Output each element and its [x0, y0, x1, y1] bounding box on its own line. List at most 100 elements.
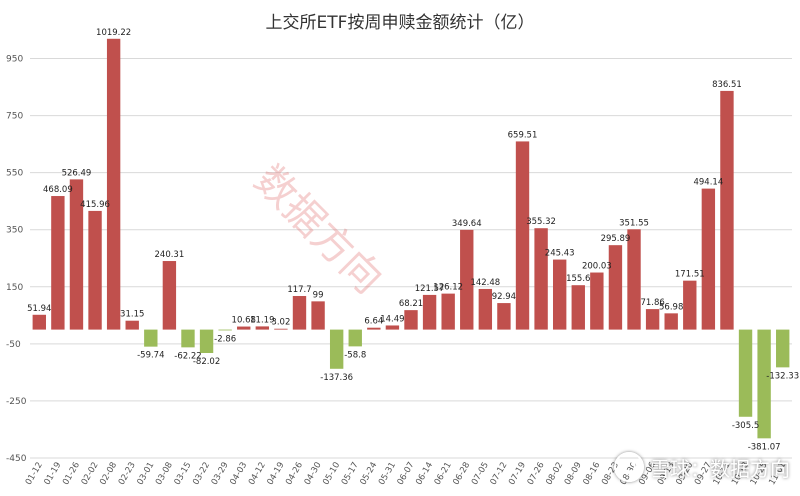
- bar: [404, 310, 418, 330]
- bar: [106, 38, 121, 330]
- bar: [311, 301, 325, 330]
- data-label: 1019.22: [96, 28, 131, 38]
- bar: [237, 326, 251, 330]
- bar: [683, 280, 697, 330]
- x-tick-label: 07-12: [489, 461, 510, 487]
- y-axis-ticks: 950 750 550 350 150 -50 -250 -450: [6, 55, 27, 464]
- data-label: 245.43: [545, 249, 575, 259]
- x-tick-label: 06-07: [396, 461, 417, 487]
- x-tick-label: 04-03: [228, 461, 249, 487]
- x-tick-label: 01-19: [42, 461, 63, 487]
- data-label: 351.55: [619, 218, 649, 228]
- bar: [199, 329, 214, 354]
- data-label: 11.19: [250, 315, 274, 325]
- bar: [125, 320, 139, 330]
- x-tick-label: 05-10: [321, 461, 342, 487]
- data-label: 71.86: [640, 298, 664, 308]
- footer-watermark: 雪球：数据方向: [614, 452, 790, 482]
- bar: [255, 326, 270, 330]
- data-label: 155.6: [566, 274, 590, 284]
- bar: [422, 294, 437, 330]
- gridlines: [30, 58, 792, 459]
- bar: [144, 329, 158, 347]
- data-label: 126.12: [433, 283, 463, 293]
- chart-title: 上交所ETF按周申赎金额统计（亿）: [265, 13, 535, 33]
- x-tick-label: 03-22: [191, 461, 212, 487]
- bar: [478, 288, 493, 330]
- y-tick-label: -250: [6, 397, 27, 407]
- data-labels: 51.94 468.09 526.49 415.96 1019.22 31.15 -59.7…: [27, 28, 799, 453]
- data-label: 31.15: [120, 310, 144, 320]
- data-label: 121.57: [415, 284, 445, 294]
- x-tick-label: 05-24: [358, 461, 379, 487]
- bar: [329, 329, 344, 369]
- bar: [757, 329, 771, 439]
- bar: [88, 210, 102, 330]
- y-tick-label: 550: [6, 169, 23, 179]
- data-label: -381.07: [748, 442, 781, 452]
- x-tick-label: 01-12: [24, 461, 45, 487]
- bar: [571, 285, 585, 330]
- x-tick-label: 07-26: [526, 461, 547, 487]
- bar: [627, 229, 641, 330]
- data-label: 51.94: [27, 304, 51, 314]
- data-label: 836.51: [712, 80, 742, 90]
- data-label: 68.21: [399, 299, 423, 309]
- data-label: 415.96: [80, 200, 110, 210]
- y-tick-label: -50: [6, 340, 21, 350]
- data-label: 99: [313, 290, 324, 300]
- data-label: -59.74: [137, 351, 164, 361]
- data-label: 494.14: [693, 178, 723, 188]
- data-label: -2.86: [214, 334, 236, 344]
- x-tick-label: 06-21: [433, 461, 454, 487]
- data-label: 200.03: [582, 262, 612, 272]
- data-label: 468.09: [43, 185, 73, 195]
- bars: [32, 38, 790, 439]
- data-label: 3.02: [271, 318, 290, 328]
- data-label: 56.98: [659, 302, 683, 312]
- data-label: 295.89: [601, 234, 631, 244]
- bar: [701, 188, 716, 330]
- x-tick-label: 03-01: [135, 461, 156, 487]
- bar: [738, 329, 753, 417]
- data-label: 171.51: [675, 270, 705, 280]
- bar: [385, 325, 400, 330]
- bar: [441, 293, 455, 330]
- bar: [664, 313, 678, 330]
- data-label: 14.49: [380, 314, 404, 324]
- x-tick-label: 04-26: [284, 461, 305, 487]
- data-label: 142.48: [470, 278, 500, 288]
- bar: [348, 329, 362, 347]
- x-tick-label: 02-23: [117, 461, 138, 487]
- bar: [274, 328, 288, 330]
- y-tick-label: -450: [6, 454, 27, 464]
- x-tick-label: 08-09: [563, 461, 584, 487]
- bar: [69, 179, 84, 330]
- data-label: 117.7: [287, 285, 311, 295]
- bar: [162, 261, 177, 330]
- bar: [590, 272, 604, 330]
- x-tick-label: 03-29: [210, 461, 231, 487]
- x-tick-label: 04-12: [247, 461, 268, 487]
- y-tick-label: 750: [6, 112, 23, 122]
- bar: [218, 329, 232, 331]
- bar: [32, 314, 46, 330]
- x-tick-label: 04-19: [265, 461, 286, 487]
- x-tick-label: 08-02: [544, 461, 565, 487]
- x-tick-label: 07-05: [470, 460, 491, 486]
- data-label: -132.33: [766, 371, 799, 381]
- x-tick-label: 03-08: [154, 461, 175, 487]
- data-label: -305.5: [732, 421, 759, 431]
- snowball-logo-icon: [614, 452, 644, 482]
- data-label: 92.94: [492, 292, 516, 302]
- data-label: -137.36: [320, 373, 353, 383]
- x-tick-label: 05-17: [340, 461, 361, 487]
- data-label: 6.64: [364, 317, 383, 327]
- data-label: -58.8: [344, 350, 366, 360]
- data-label: 355.32: [526, 217, 556, 227]
- data-label: 659.51: [508, 130, 538, 140]
- data-label: -82.02: [193, 357, 220, 367]
- x-tick-label: 06-14: [414, 461, 435, 487]
- bar: [515, 141, 530, 330]
